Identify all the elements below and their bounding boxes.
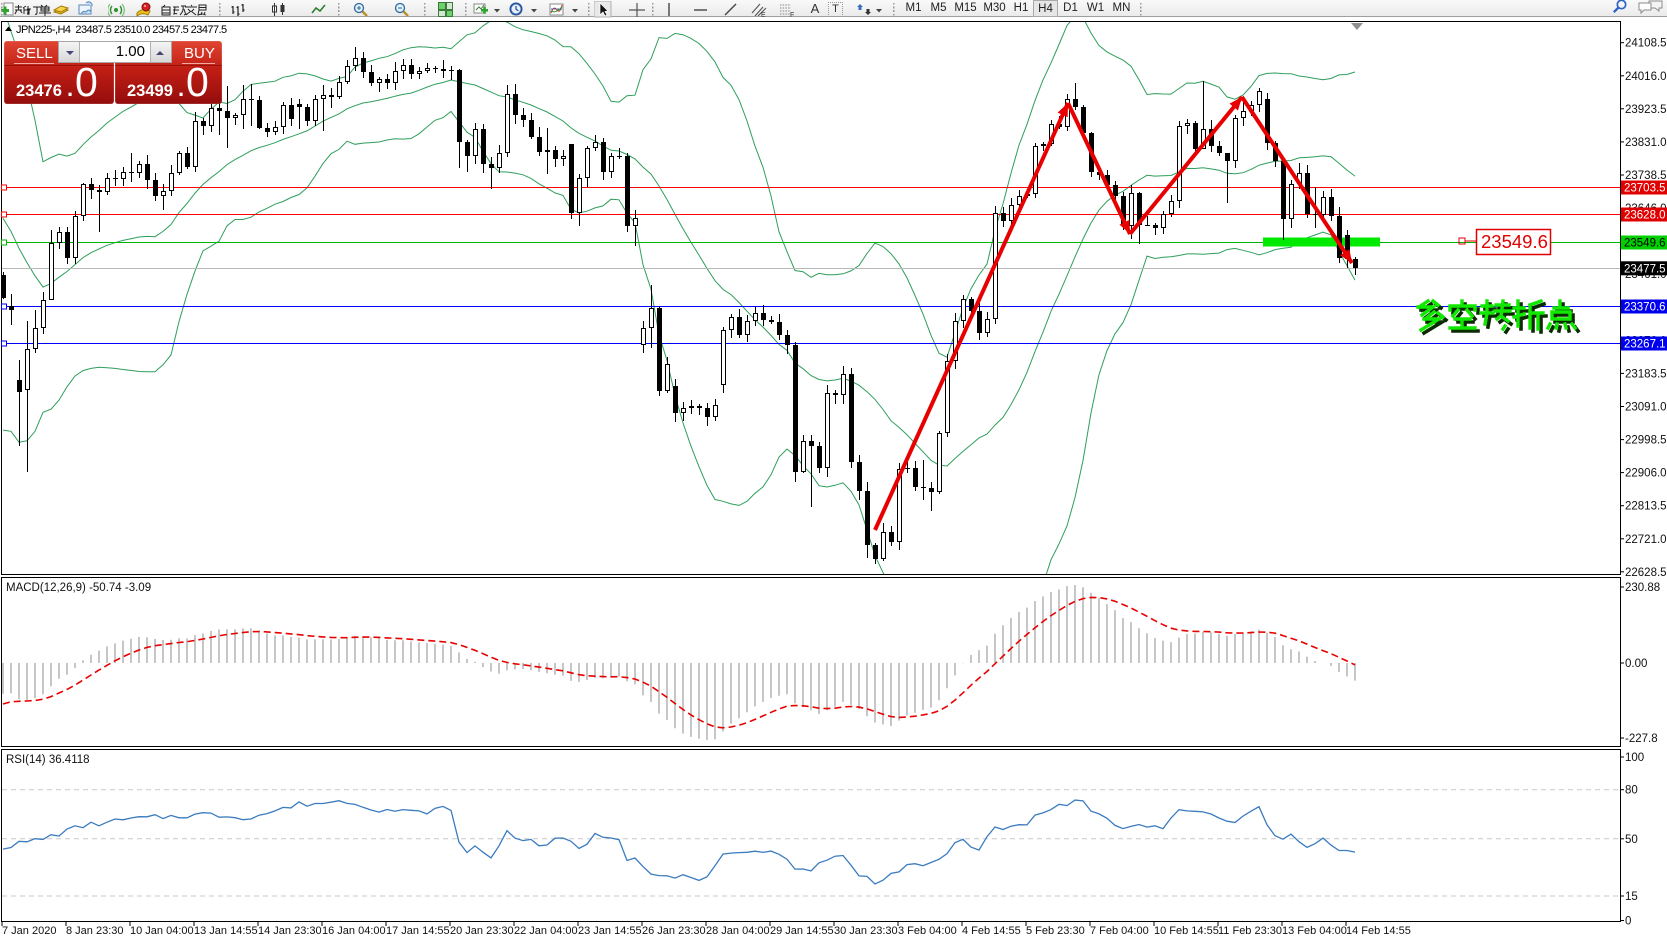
svg-text:100: 100 xyxy=(1625,752,1644,764)
svg-text:24016.0: 24016.0 xyxy=(1625,71,1667,83)
svg-text:16 Jan 04:00: 16 Jan 04:00 xyxy=(322,925,386,937)
svg-text:17 Jan 14:55: 17 Jan 14:55 xyxy=(386,925,450,937)
svg-text:23549.6: 23549.6 xyxy=(1624,238,1666,250)
svg-text:0.00: 0.00 xyxy=(1625,658,1647,670)
svg-text:23703.5: 23703.5 xyxy=(1624,183,1666,195)
svg-text:230.88: 230.88 xyxy=(1625,582,1660,594)
svg-text:80: 80 xyxy=(1625,785,1638,797)
svg-text:23831.0: 23831.0 xyxy=(1625,137,1667,149)
svg-text:22813.5: 22813.5 xyxy=(1625,501,1667,513)
svg-text:7 Jan 2020: 7 Jan 2020 xyxy=(2,925,56,937)
svg-text:RSI(14) 36.4118: RSI(14) 36.4118 xyxy=(6,754,90,766)
svg-text:E: E xyxy=(761,12,766,19)
svg-text:MACD(12,26,9) -50.74 -3.09: MACD(12,26,9) -50.74 -3.09 xyxy=(6,582,151,594)
svg-text:10 Feb 14:55: 10 Feb 14:55 xyxy=(1154,925,1219,937)
svg-text:10 Jan 04:00: 10 Jan 04:00 xyxy=(130,925,194,937)
svg-text:23 Jan 14:55: 23 Jan 14:55 xyxy=(578,925,642,937)
svg-text:JPN225-,H4 23487.5 23510.0 23: JPN225-,H4 23487.5 23510.0 23457.5 23477… xyxy=(16,24,227,36)
svg-text:20 Jan 23:30: 20 Jan 23:30 xyxy=(450,925,514,937)
svg-text:23628.0: 23628.0 xyxy=(1624,210,1666,222)
svg-text:8 Jan 23:30: 8 Jan 23:30 xyxy=(66,925,124,937)
svg-text:13 Jan 14:55: 13 Jan 14:55 xyxy=(194,925,258,937)
svg-text:22721.0: 22721.0 xyxy=(1625,534,1667,546)
svg-text:23738.5: 23738.5 xyxy=(1625,170,1667,182)
svg-text:23370.6: 23370.6 xyxy=(1624,302,1666,314)
svg-text:26 Jan 23:30: 26 Jan 23:30 xyxy=(642,925,706,937)
svg-text:11 Feb 23:30: 11 Feb 23:30 xyxy=(1218,925,1282,937)
svg-text:24108.5: 24108.5 xyxy=(1625,38,1667,50)
svg-text:7 Feb 04:00: 7 Feb 04:00 xyxy=(1090,925,1149,937)
svg-text:23923.5: 23923.5 xyxy=(1625,104,1667,116)
svg-text:23267.1: 23267.1 xyxy=(1624,339,1666,351)
svg-text:22 Jan 04:00: 22 Jan 04:00 xyxy=(514,925,578,937)
svg-text:28 Jan 04:00: 28 Jan 04:00 xyxy=(706,925,770,937)
svg-text:-227.8: -227.8 xyxy=(1625,733,1658,745)
svg-text:23183.5: 23183.5 xyxy=(1625,368,1667,380)
svg-text:50: 50 xyxy=(1625,834,1638,846)
svg-text:23477.5: 23477.5 xyxy=(1624,263,1666,275)
svg-text:0: 0 xyxy=(1625,916,1631,928)
svg-text:13 Feb 04:00: 13 Feb 04:00 xyxy=(1282,925,1347,937)
svg-text:29 Jan 14:55: 29 Jan 14:55 xyxy=(770,925,834,937)
svg-text:F: F xyxy=(790,12,794,19)
svg-text:14 Feb 14:55: 14 Feb 14:55 xyxy=(1346,925,1411,937)
svg-text:23091.0: 23091.0 xyxy=(1625,402,1667,414)
svg-text:15: 15 xyxy=(1625,891,1638,903)
svg-text:22906.0: 22906.0 xyxy=(1625,468,1667,480)
svg-text:4 Feb 14:55: 4 Feb 14:55 xyxy=(962,925,1021,937)
svg-text:14 Jan 23:30: 14 Jan 23:30 xyxy=(258,925,322,937)
svg-text:30 Jan 23:30: 30 Jan 23:30 xyxy=(834,925,898,937)
svg-text:5 Feb 23:30: 5 Feb 23:30 xyxy=(1026,925,1085,937)
svg-text:23549.6: 23549.6 xyxy=(1481,231,1548,252)
svg-text:22628.5: 22628.5 xyxy=(1625,567,1667,579)
svg-text:22998.5: 22998.5 xyxy=(1625,435,1667,447)
svg-text:3 Feb 04:00: 3 Feb 04:00 xyxy=(898,925,957,937)
